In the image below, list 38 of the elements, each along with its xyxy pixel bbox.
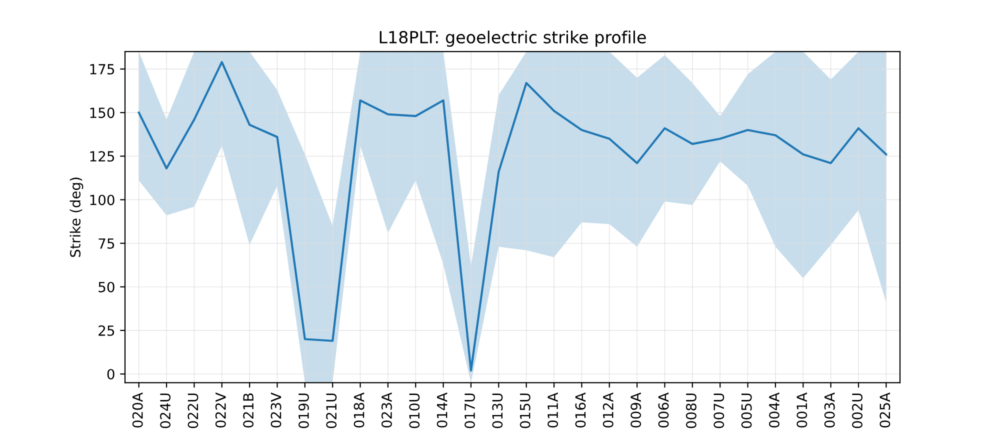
x-tick-label: 020A — [132, 392, 143, 428]
x-tick-label: 003A — [824, 392, 835, 428]
x-tick-label: 021U — [326, 394, 337, 428]
y-tick-label: 150 — [90, 108, 114, 118]
x-tick-label: 007U — [714, 394, 724, 428]
x-tick-label: 023V — [270, 392, 282, 428]
x-tick-label: 015U — [520, 394, 530, 428]
y-tick-label: 50 — [98, 282, 114, 292]
y-tick-label: 75 — [98, 238, 114, 249]
x-tick-label: 014A — [436, 392, 448, 428]
y-axis-title: Strike (deg) — [70, 178, 84, 257]
x-tick-label: 017U — [464, 394, 476, 428]
x-tick-label: 012A — [602, 392, 614, 428]
y-tick-label: 175 — [90, 64, 114, 74]
x-tick-label: 006A — [658, 392, 669, 428]
y-tick-label: 125 — [90, 151, 114, 162]
x-tick-label: 013U — [492, 394, 503, 428]
x-tick-label: 022V — [215, 392, 226, 428]
y-tick-label: 25 — [98, 325, 114, 336]
x-tick-label: 023A — [381, 392, 392, 428]
x-tick-label: 001A — [796, 392, 808, 428]
x-tick-label: 005U — [741, 394, 752, 428]
x-tick-label: 025A — [880, 392, 890, 428]
x-tick-label: 019U — [298, 394, 309, 428]
x-tick-label: 021B — [243, 393, 254, 428]
x-tick-label: 011A — [548, 392, 558, 428]
x-tick-label: 004A — [768, 392, 780, 428]
x-tick-label: 008U — [686, 394, 696, 428]
x-tick-label: 024U — [160, 394, 171, 428]
x-tick-label: 010U — [409, 394, 420, 428]
x-tick-label: 018A — [354, 392, 364, 428]
x-tick-label: 009A — [630, 392, 642, 428]
x-tick-label: 016A — [575, 392, 586, 428]
y-tick-label: 0 — [107, 368, 114, 380]
chart-title: L18PLT: geoelectric strike profile — [380, 30, 646, 47]
y-tick-label: 100 — [90, 194, 114, 206]
x-tick-label: 022U — [188, 394, 198, 428]
x-tick-label: 002U — [852, 394, 863, 428]
